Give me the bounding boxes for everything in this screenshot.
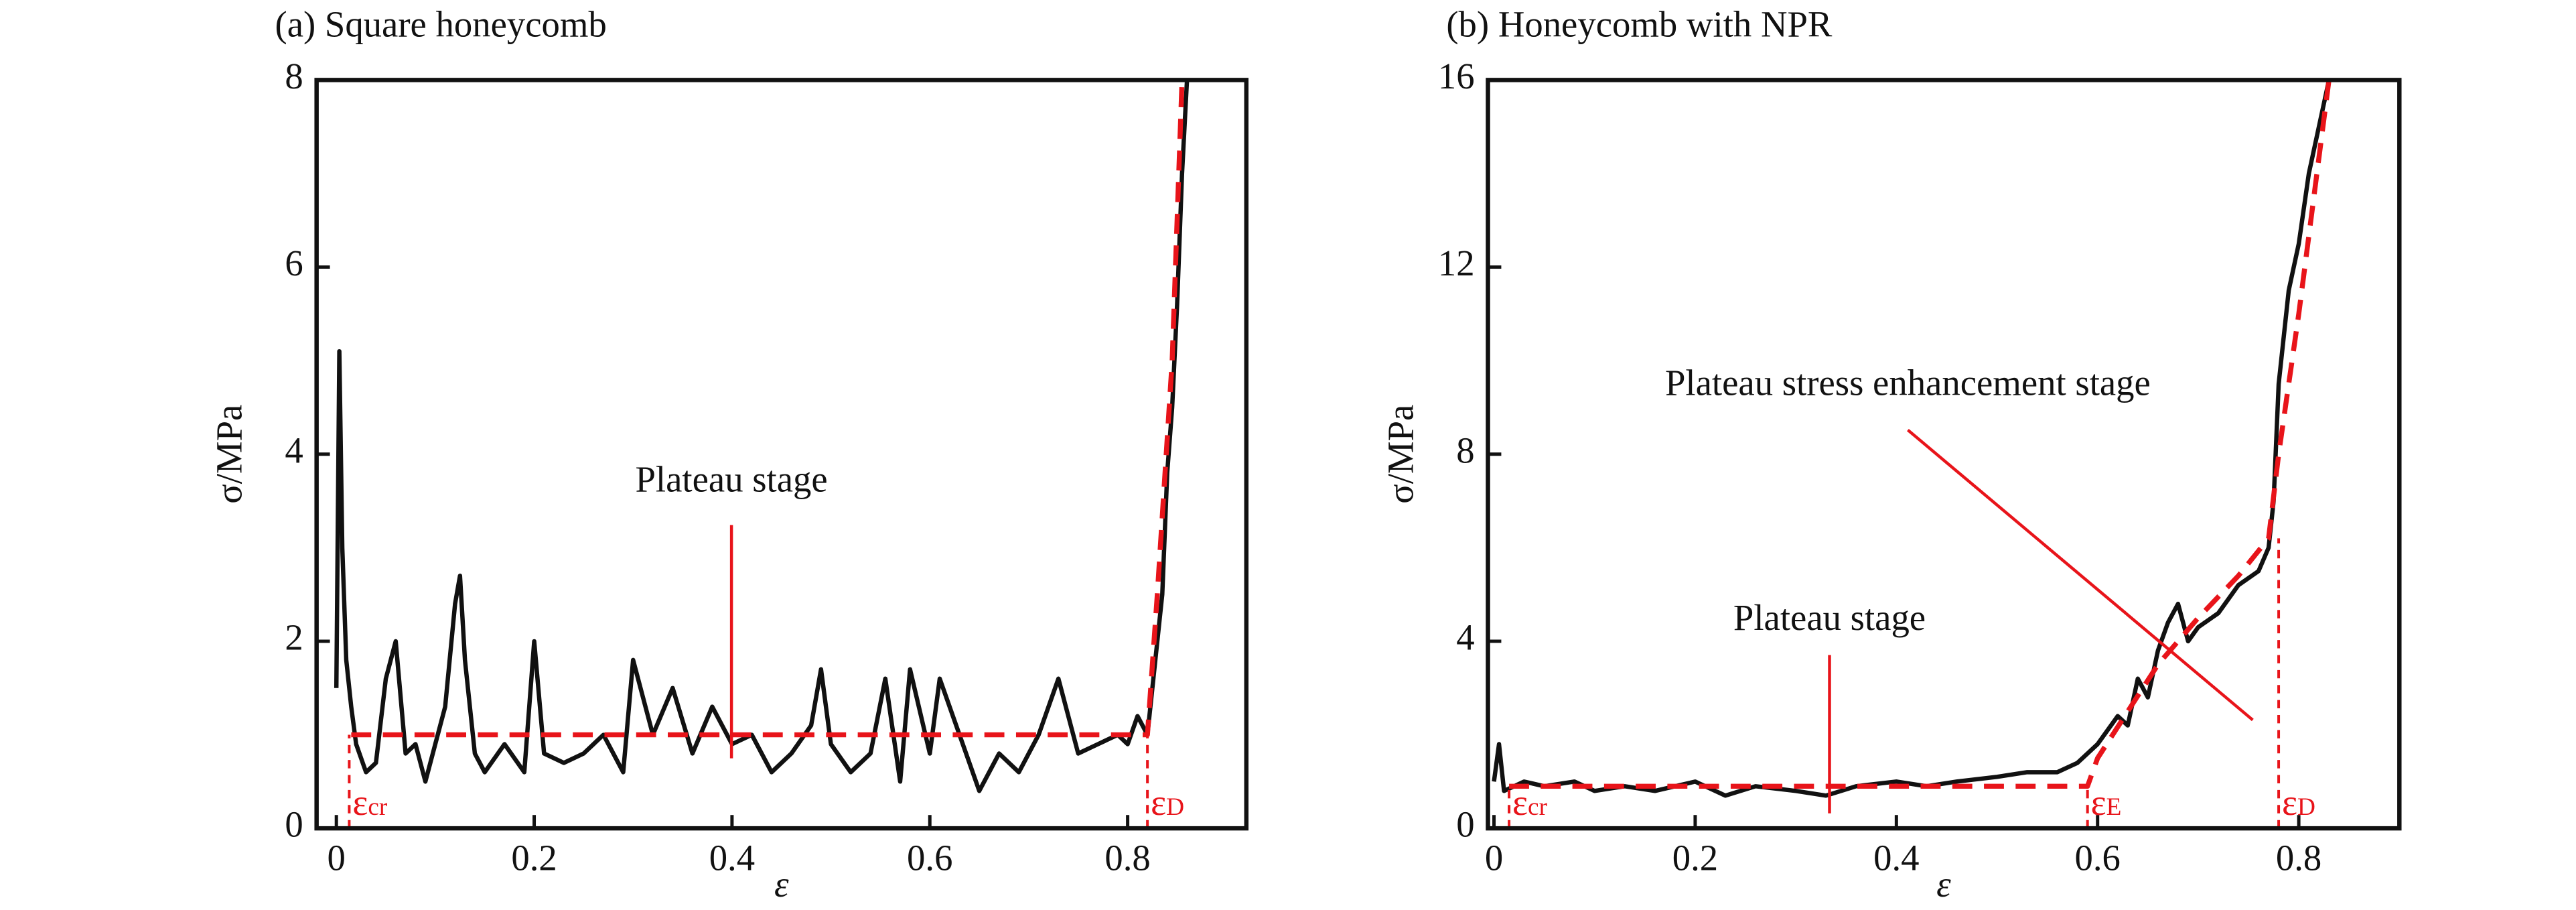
y-tick-label: 0 — [285, 804, 303, 845]
x-tick-label: 0.2 — [511, 837, 557, 878]
chart-title: (b) Honeycomb with NPR — [1446, 4, 1833, 45]
marker-symbol: ε — [2091, 782, 2106, 823]
x-axis-label: ε — [774, 864, 789, 905]
annotation-line — [1906, 428, 2254, 722]
marker-label: εE — [2091, 782, 2122, 823]
plot-frame — [1486, 78, 2402, 831]
x-tick-label: 0.2 — [1672, 837, 1718, 878]
y-tick-label: 0 — [1456, 804, 1474, 845]
x-tick-label: 0 — [1485, 837, 1503, 878]
x-tick-label: 0.8 — [2276, 837, 2321, 878]
annotation: Plateau stress enhancement stage — [1665, 362, 2151, 403]
y-tick-label: 8 — [1456, 430, 1474, 470]
marker-label: εcr — [352, 782, 388, 823]
marker-subscript: cr — [368, 793, 388, 821]
x-tick-label: 0.8 — [1104, 837, 1150, 878]
y-tick-label: 16 — [1438, 56, 1475, 96]
x-tick-label: 0.6 — [2075, 837, 2121, 878]
marker-label: εD — [1151, 782, 1184, 823]
y-tick-label: 8 — [285, 56, 303, 96]
y-axis-label: σ/MPa — [209, 405, 250, 504]
marker-subscript: D — [2297, 793, 2315, 821]
y-tick-label: 12 — [1438, 243, 1475, 283]
marker-subscript: D — [1166, 793, 1184, 821]
marker-label: εcr — [1512, 782, 1548, 823]
annotation: Plateau stage — [1733, 597, 1926, 638]
y-tick-label: 2 — [285, 617, 303, 658]
y-tick-label: 4 — [285, 430, 303, 470]
y-axis-label: σ/MPa — [1380, 405, 1421, 504]
marker-symbol: ε — [352, 782, 368, 823]
marker-label: εD — [2282, 782, 2315, 823]
annotation: Plateau stage — [636, 459, 828, 500]
marker-symbol: ε — [1512, 782, 1528, 823]
x-tick-label: 0 — [328, 837, 346, 878]
x-tick-label: 0.6 — [907, 837, 952, 878]
x-axis-label: ε — [1936, 864, 1951, 905]
x-tick-label: 0.4 — [1873, 837, 1919, 878]
data-line — [1492, 79, 2332, 798]
y-tick-label: 6 — [285, 243, 303, 283]
fit-line — [351, 80, 1185, 738]
fit-line — [1509, 79, 2332, 789]
x-tick-label: 0.4 — [709, 837, 755, 878]
marker-symbol: ε — [2282, 782, 2297, 823]
chart-title: (a) Square honeycomb — [275, 4, 606, 45]
marker-subscript: E — [2106, 793, 2122, 821]
y-tick-label: 4 — [1456, 617, 1474, 658]
marker-symbol: ε — [1151, 782, 1166, 823]
plot-frame — [314, 78, 1249, 831]
data-line — [334, 80, 1190, 793]
marker-subscript: cr — [1528, 793, 1548, 821]
